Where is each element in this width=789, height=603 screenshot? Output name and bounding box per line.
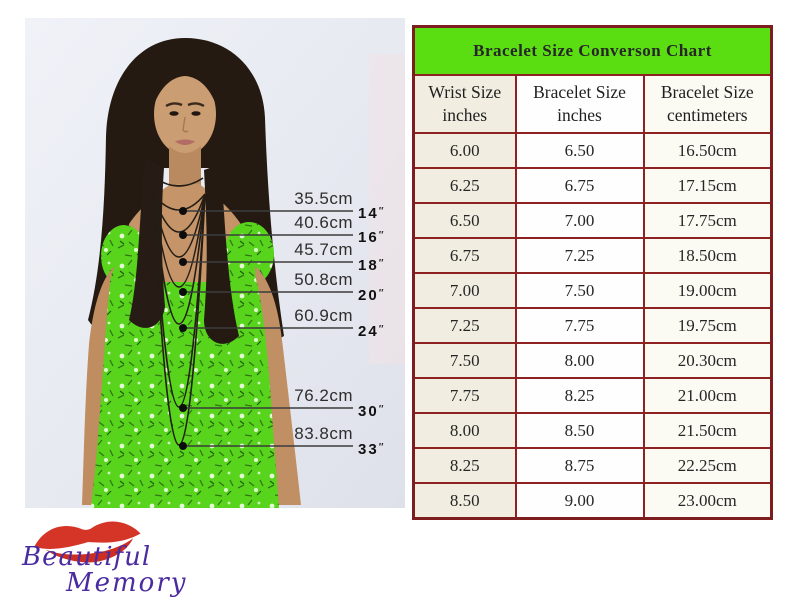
measurement-lines [183, 210, 353, 447]
inch-symbol: ″ [378, 230, 384, 241]
inch-symbol: ″ [378, 288, 384, 299]
measurement-dots [179, 207, 187, 450]
table-cell-bracelet-cm: 19.75cm [642, 307, 773, 344]
table-row: 6.25 6.75 17.15cm [412, 167, 773, 204]
lips-icon [34, 521, 141, 563]
inch-symbol: ″ [378, 404, 384, 415]
background-figure-hint [369, 54, 405, 364]
table-row: 6.00 6.50 16.50cm [412, 132, 773, 169]
inch-symbol: ″ [378, 442, 384, 453]
length-inches: 18″ [358, 257, 384, 274]
header-line: inches [557, 105, 602, 125]
length-cm: 76.2cm [294, 386, 353, 405]
table-cell-wrist: 6.50 [412, 202, 517, 239]
table-row: 8.25 8.75 22.25cm [412, 447, 773, 484]
table-row: 7.75 8.25 21.00cm [412, 377, 773, 414]
model-illustration [25, 18, 405, 508]
table-cell-bracelet-cm: 21.00cm [642, 377, 773, 414]
table-row: 8.00 8.50 21.50cm [412, 412, 773, 449]
left-eye [169, 111, 179, 116]
table-cell-bracelet-cm: 16.50cm [642, 132, 773, 169]
table-cell-bracelet-in: 7.50 [514, 272, 645, 309]
header-line: Wrist Size [428, 82, 502, 103]
length-inches: 30″ [358, 403, 384, 420]
length-inches: 33″ [358, 441, 384, 458]
table-cell-bracelet-in: 8.25 [514, 377, 645, 414]
table-cell-bracelet-cm: 17.15cm [642, 167, 773, 204]
table-cell-wrist: 6.25 [412, 167, 517, 204]
column-header-bracelet-cm: Bracelet Size centimeters [642, 74, 773, 134]
table-cell-wrist: 7.75 [412, 377, 517, 414]
table-cell-wrist: 8.50 [412, 482, 517, 520]
table-row: 7.25 7.75 19.75cm [412, 307, 773, 344]
inch-symbol: ″ [378, 258, 384, 269]
table-title: Bracelet Size Converson Chart [412, 25, 773, 76]
length-cm: 40.6cm [294, 213, 353, 232]
brand-name-line2: Memory [66, 568, 188, 598]
inch-symbol: ″ [378, 206, 384, 217]
table-cell-bracelet-in: 6.75 [514, 167, 645, 204]
header-line: inches [442, 105, 488, 125]
length-cm: 45.7cm [294, 240, 353, 259]
face [154, 73, 216, 155]
table-cell-bracelet-in: 9.00 [514, 482, 645, 520]
length-inches: 14″ [358, 205, 384, 222]
bracelet-size-table: Bracelet Size Converson Chart Wrist Size… [412, 25, 774, 520]
lips [175, 139, 195, 145]
table-cell-wrist: 7.25 [412, 307, 517, 344]
table-cell-bracelet-cm: 17.75cm [642, 202, 773, 239]
hair-front-right [204, 164, 239, 344]
table-row: 6.50 7.00 17.75cm [412, 202, 773, 239]
length-inches: 24″ [358, 323, 384, 340]
table-row: 7.00 7.50 19.00cm [412, 272, 773, 309]
table-cell-bracelet-cm: 20.30cm [642, 342, 773, 379]
table-cell-wrist: 7.50 [412, 342, 517, 379]
length-cm: 60.9cm [294, 306, 353, 325]
table-row: 7.50 8.00 20.30cm [412, 342, 773, 379]
model-photo: 35.5cm 14″ 40.6cm 16″ 45.7cm 18″ 50.8cm … [25, 18, 405, 508]
table-cell-bracelet-in: 7.25 [514, 237, 645, 274]
header-line: Bracelet Size [533, 82, 626, 103]
table-cell-bracelet-cm: 23.00cm [642, 482, 773, 520]
right-eyebrow [187, 102, 205, 108]
inch-symbol: ″ [378, 324, 384, 335]
length-inches: 16″ [358, 229, 384, 246]
table-cell-bracelet-cm: 21.50cm [642, 412, 773, 449]
header-line: centimeters [666, 105, 748, 125]
table-cell-bracelet-in: 7.75 [514, 307, 645, 344]
nose [182, 116, 189, 133]
table-cell-bracelet-in: 8.50 [514, 412, 645, 449]
table-row: 6.75 7.25 18.50cm [412, 237, 773, 274]
table-header-row: Wrist Size inches Bracelet Size inches B… [412, 74, 773, 134]
table-cell-bracelet-in: 7.00 [514, 202, 645, 239]
length-inches: 20″ [358, 287, 384, 304]
neck [169, 146, 201, 193]
column-header-wrist: Wrist Size inches [412, 74, 517, 134]
necklace-chains [152, 177, 206, 446]
table-cell-bracelet-cm: 19.00cm [642, 272, 773, 309]
table-title-row: Bracelet Size Converson Chart [412, 25, 773, 76]
length-cm: 35.5cm [294, 189, 353, 208]
header-line: Bracelet Size [660, 82, 754, 103]
left-eyebrow [165, 102, 183, 108]
table-cell-wrist: 7.00 [412, 272, 517, 309]
length-cm: 83.8cm [294, 424, 353, 443]
table-cell-bracelet-cm: 18.50cm [642, 237, 773, 274]
table-cell-bracelet-in: 6.50 [514, 132, 645, 169]
table-cell-wrist: 8.00 [412, 412, 517, 449]
brand-name-line1: Beautiful [22, 542, 152, 572]
table-row: 8.50 9.00 23.00cm [412, 482, 773, 520]
length-cm: 50.8cm [294, 270, 353, 289]
brand-logo: Beautiful Memory [8, 510, 208, 602]
table-cell-wrist: 6.75 [412, 237, 517, 274]
table-cell-wrist: 8.25 [412, 447, 517, 484]
table-cell-bracelet-in: 8.75 [514, 447, 645, 484]
table-cell-bracelet-cm: 22.25cm [642, 447, 773, 484]
right-eye [191, 111, 201, 116]
table-cell-wrist: 6.00 [412, 132, 517, 169]
column-header-bracelet-inches: Bracelet Size inches [514, 74, 645, 134]
table-cell-bracelet-in: 8.00 [514, 342, 645, 379]
hair-fringe [151, 68, 219, 114]
